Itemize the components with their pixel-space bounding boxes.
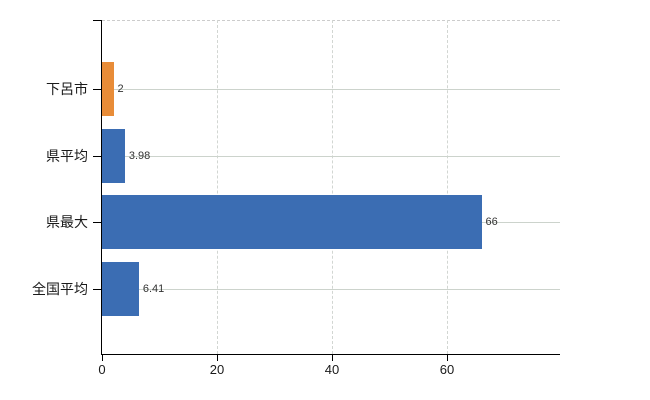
bar [102, 195, 482, 249]
bar-value-label: 2 [117, 83, 124, 95]
y-tick [93, 20, 101, 21]
bar [102, 62, 114, 116]
y-tick [93, 155, 101, 157]
x-tick [217, 355, 218, 361]
y-axis-line [101, 20, 102, 355]
gridline-h [102, 89, 560, 90]
category-label: 下呂市 [46, 81, 88, 97]
x-tick [447, 355, 448, 361]
x-tick-label: 60 [439, 362, 455, 377]
category-label: 県平均 [46, 147, 88, 164]
x-tick-label: 20 [209, 362, 225, 377]
category-label: 全国平均 [32, 280, 88, 297]
x-axis-line [101, 354, 560, 355]
x-tick [102, 355, 103, 361]
x-tick-label: 40 [324, 362, 340, 377]
bar-value-label: 6.41 [142, 282, 165, 295]
category-label: 県最大 [46, 214, 88, 230]
y-tick [93, 89, 101, 90]
y-tick [93, 288, 101, 290]
bar-value-label: 3.98 [128, 149, 151, 162]
y-tick [93, 222, 101, 223]
x-tick [332, 355, 333, 361]
gridline-v [447, 20, 448, 354]
gridline-v [332, 20, 333, 354]
bar-value-label: 66 [485, 216, 498, 228]
gridline-h [102, 155, 560, 157]
x-tick-label: 0 [98, 362, 106, 377]
plot-top-border [102, 20, 560, 21]
gridline-h [102, 288, 560, 290]
bar [102, 261, 139, 316]
gridline-v [217, 20, 218, 354]
bar [102, 128, 125, 183]
